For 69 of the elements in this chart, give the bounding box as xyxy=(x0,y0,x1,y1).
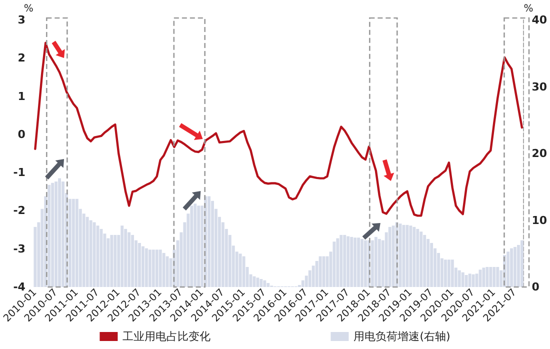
bar xyxy=(124,228,128,287)
bar xyxy=(437,252,440,287)
bar xyxy=(346,236,350,287)
bar xyxy=(426,238,430,287)
bar xyxy=(510,248,513,287)
bar xyxy=(458,270,461,287)
y2-tick-label: 40 xyxy=(532,14,548,26)
bar xyxy=(34,226,37,287)
bar xyxy=(75,198,78,287)
bar xyxy=(263,280,266,287)
y2-axis-title: % xyxy=(524,4,534,14)
bar xyxy=(266,282,270,287)
bar xyxy=(120,226,124,287)
y-tick-label: 0 xyxy=(18,128,26,141)
bar xyxy=(496,266,500,287)
bar xyxy=(343,234,346,287)
bar xyxy=(423,234,426,287)
bar xyxy=(392,226,395,287)
bar xyxy=(506,252,510,287)
y-tick-label: 3 xyxy=(18,14,26,26)
bar xyxy=(58,178,61,287)
bar xyxy=(517,244,520,287)
bar xyxy=(430,242,434,287)
bar xyxy=(447,260,450,287)
bar xyxy=(194,204,197,287)
bar xyxy=(152,250,155,287)
bar xyxy=(357,238,360,287)
legend-label: 用电负荷增速(右轴) xyxy=(354,330,450,343)
bar xyxy=(360,238,364,287)
y-tick-label: -4 xyxy=(13,280,26,294)
bar xyxy=(148,250,152,287)
bar xyxy=(444,260,447,287)
bar xyxy=(62,182,64,287)
y-axis-title: % xyxy=(24,4,34,14)
bar xyxy=(378,238,381,287)
line-series xyxy=(34,42,524,217)
y-tick-label: 2 xyxy=(18,52,26,65)
bar xyxy=(350,236,354,287)
y2-tick-label: 30 xyxy=(532,80,548,94)
bar xyxy=(370,240,374,287)
bar xyxy=(420,232,423,287)
bar xyxy=(48,184,51,287)
y-tick-label: -3 xyxy=(13,242,26,256)
bar xyxy=(138,242,141,287)
y2-tick-label: 20 xyxy=(532,147,548,160)
bar xyxy=(450,260,454,287)
bar xyxy=(144,248,148,287)
bar xyxy=(72,198,75,287)
bar xyxy=(131,234,134,287)
bar xyxy=(492,266,496,287)
bar xyxy=(374,236,378,287)
bar xyxy=(197,206,200,287)
bar xyxy=(242,256,246,287)
legend-label: 工业用电占比变化 xyxy=(122,330,211,343)
bar xyxy=(155,250,158,287)
bar xyxy=(141,246,144,287)
bar xyxy=(128,232,131,287)
bar xyxy=(208,196,211,287)
bar xyxy=(520,240,524,287)
y2-tick-label: 10 xyxy=(532,214,548,227)
y-tick-label: -1 xyxy=(13,166,26,180)
y-tick-label: -2 xyxy=(13,204,26,218)
bar xyxy=(51,182,54,287)
y-tick-label: 1 xyxy=(18,90,26,103)
bar xyxy=(54,182,58,287)
bar xyxy=(364,240,367,287)
bar xyxy=(354,238,357,287)
bar xyxy=(514,246,516,287)
y2-tick-label: 0 xyxy=(532,280,540,294)
